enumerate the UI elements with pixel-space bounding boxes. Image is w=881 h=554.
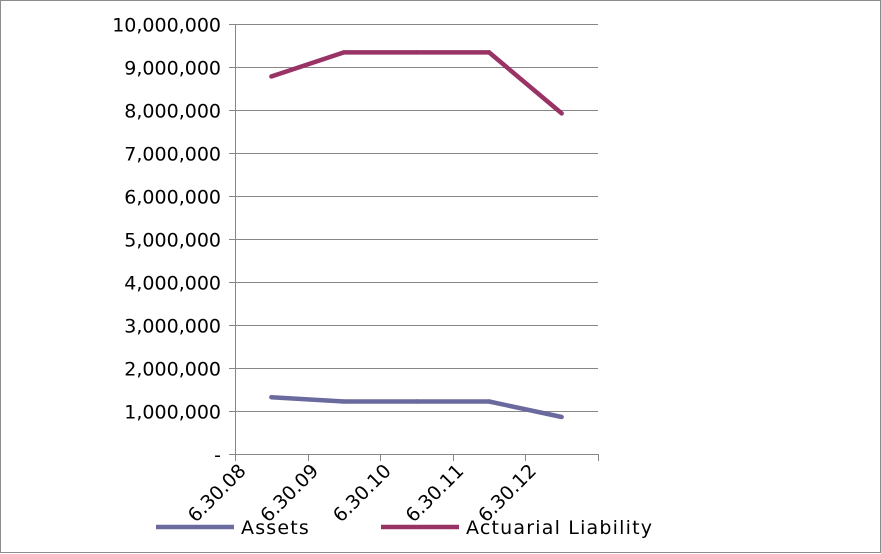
x-tick-label: 6.30.11 (401, 460, 468, 527)
y-tick-label: 4,000,000 (124, 273, 221, 295)
legend: Assets Actuarial Liability (156, 517, 653, 539)
y-tick-label: 3,000,000 (124, 316, 221, 338)
series-1-point-1 (341, 50, 347, 55)
y-axis-tick-labels: - 1,000,000 2,000,000 3,000,000 4,000,000 5,0… (112, 15, 221, 467)
y-tick-label: 7,000,000 (124, 144, 221, 166)
series-1-point-3 (486, 50, 492, 55)
series-0-point-0 (269, 395, 274, 400)
series-0-point-1 (341, 399, 347, 404)
axes (229, 24, 599, 461)
series-0-point-4 (559, 414, 564, 420)
y-tick-label: 2,000,000 (124, 359, 221, 381)
y-tick-label: 8,000,000 (124, 101, 221, 123)
series-1-point-0 (269, 74, 274, 79)
y-tick-label: 5,000,000 (124, 230, 221, 252)
y-tick-label: 1,000,000 (124, 402, 221, 424)
series-0-point-3 (486, 399, 492, 404)
series-line-1 (270, 50, 564, 116)
y-tick-label: 10,000,000 (112, 15, 221, 37)
gridlines (235, 24, 598, 412)
y-tick-label: 9,000,000 (124, 58, 221, 80)
y-tick-label: - (214, 445, 221, 467)
series-0-point-2 (414, 399, 419, 404)
y-tick-label: 6,000,000 (124, 187, 221, 209)
legend-label: Actuarial Liability (466, 517, 653, 539)
x-tick-label: 6.30.10 (329, 460, 396, 527)
series-1-point-4 (559, 111, 564, 116)
data-series (269, 50, 564, 420)
legend-label: Assets (241, 517, 310, 539)
series-1-point-2 (414, 50, 419, 55)
